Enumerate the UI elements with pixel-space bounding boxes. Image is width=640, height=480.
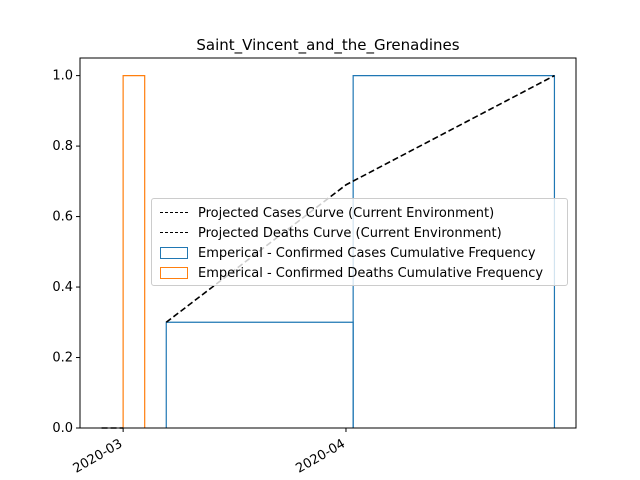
legend-label: Emperical - Confirmed Cases Cumulative F… bbox=[198, 245, 536, 261]
legend-dashed-line-icon bbox=[160, 227, 188, 239]
y-tick-label: 1.0 bbox=[52, 69, 73, 84]
legend-item-projected-deaths: Projected Deaths Curve (Current Environm… bbox=[160, 224, 502, 242]
legend-label: Projected Deaths Curve (Current Environm… bbox=[198, 225, 502, 241]
y-tick-label: 0.8 bbox=[52, 139, 73, 154]
histogram-bar bbox=[122, 75, 146, 428]
x-tick-label: 2020-03 bbox=[71, 436, 126, 476]
legend: Projected Cases Curve (Current Environme… bbox=[151, 198, 568, 286]
legend-blue-rect-icon bbox=[160, 247, 188, 259]
y-tick-label: 0.6 bbox=[52, 210, 73, 225]
legend-orange-rect-icon bbox=[160, 267, 188, 279]
axes-frame bbox=[79, 57, 577, 429]
legend-item-projected-cases: Projected Cases Curve (Current Environme… bbox=[160, 204, 494, 222]
chart-title: Saint_Vincent_and_the_Grenadines bbox=[196, 36, 459, 55]
y-tick-label: 0.4 bbox=[52, 280, 73, 295]
histogram-bar bbox=[165, 321, 354, 428]
legend-item-empirical-cases: Emperical - Confirmed Cases Cumulative F… bbox=[160, 244, 536, 262]
y-tick-label: 0.0 bbox=[52, 421, 73, 436]
legend-label: Projected Cases Curve (Current Environme… bbox=[198, 205, 495, 221]
legend-label: Emperical - Confirmed Deaths Cumulative … bbox=[198, 265, 544, 281]
x-tick-label: 2020-04 bbox=[293, 436, 348, 476]
y-tick-label: 0.2 bbox=[52, 351, 73, 366]
legend-item-empirical-deaths: Emperical - Confirmed Deaths Cumulative … bbox=[160, 264, 543, 282]
legend-dashed-line-icon bbox=[160, 207, 188, 219]
